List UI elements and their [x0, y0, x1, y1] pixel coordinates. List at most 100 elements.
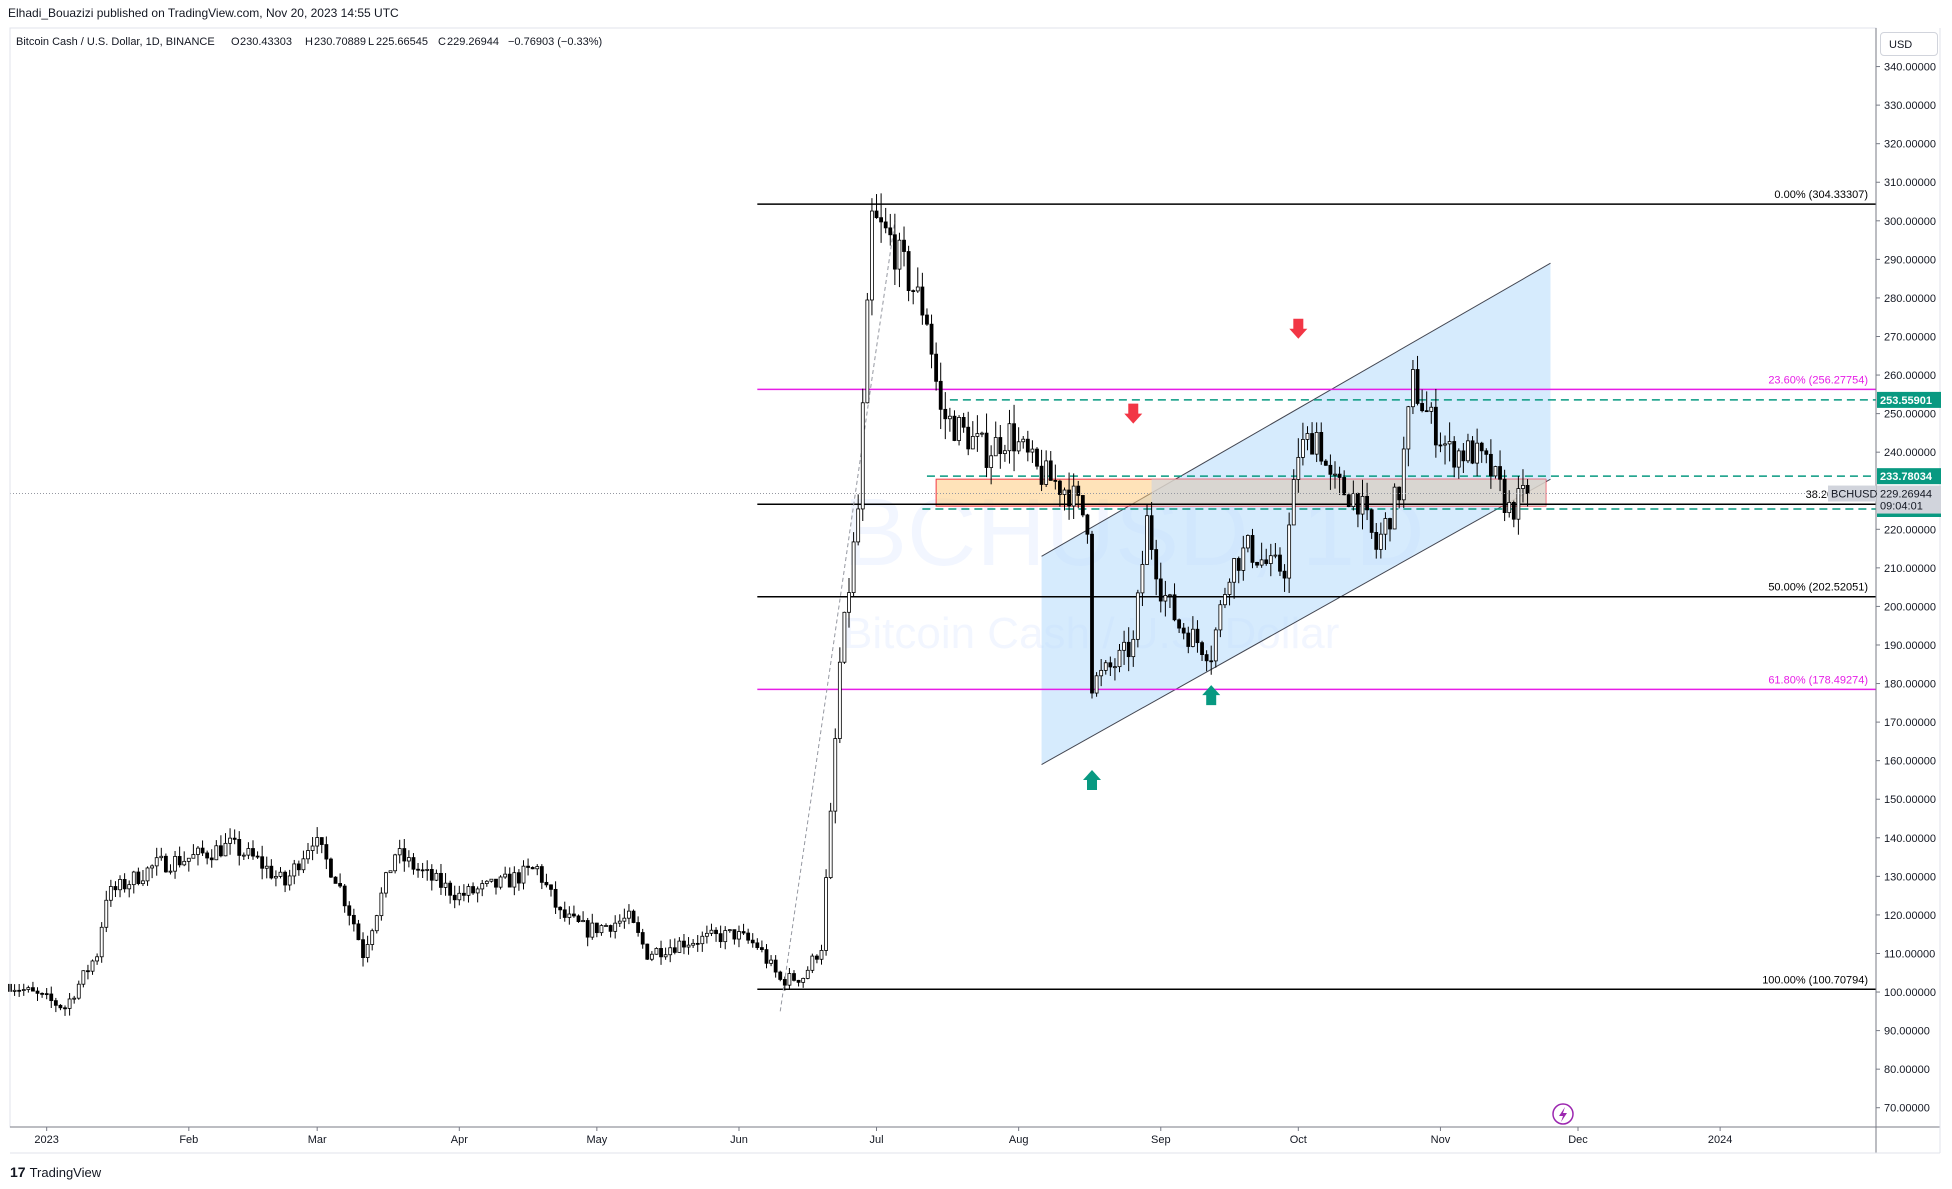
candle-body — [1117, 649, 1122, 668]
arrow-up-icon[interactable] — [1083, 769, 1102, 790]
candle-body — [649, 953, 654, 960]
channel-upper-line[interactable] — [1041, 262, 1551, 557]
candle-body — [241, 854, 246, 857]
candle-body — [1438, 444, 1443, 447]
fib-level-label: 100.00% (100.70794) — [1762, 974, 1868, 986]
candle-body — [1511, 501, 1516, 520]
candle-body — [53, 1000, 58, 1006]
candle-body — [1122, 641, 1126, 651]
candle-body — [1053, 480, 1058, 482]
candle-body — [86, 970, 90, 973]
arrow-down-icon[interactable] — [1289, 318, 1308, 339]
candle-body — [489, 878, 494, 882]
candle-body — [214, 845, 219, 861]
candle-body — [833, 738, 838, 812]
candle-body — [1365, 495, 1369, 511]
candle-body — [860, 402, 865, 510]
currency-selector[interactable]: USD — [1880, 32, 1938, 56]
candle-body — [1484, 450, 1489, 455]
candle-body — [993, 437, 998, 457]
candle-body — [72, 997, 77, 1000]
candle-body — [292, 863, 297, 877]
candle-body — [402, 848, 407, 862]
price-tick-label: 200.00000 — [1884, 601, 1936, 613]
ticker-badge — [1828, 485, 1876, 502]
candle-body — [503, 873, 508, 878]
candle-body — [319, 837, 324, 845]
candle-body — [191, 854, 196, 859]
candle-body — [1099, 669, 1104, 677]
fib-trend-dashed-line[interactable] — [779, 220, 896, 1012]
candle-body — [1424, 410, 1429, 413]
candle-body — [750, 939, 755, 944]
candle-body — [975, 433, 980, 437]
time-tick-label: Apr — [451, 1134, 468, 1146]
candle-body — [287, 875, 292, 886]
legend-close-value: 229.26944 — [447, 36, 499, 48]
arrow-up-icon[interactable] — [1202, 685, 1221, 706]
candle-body — [1333, 473, 1337, 476]
candle-body — [150, 865, 155, 869]
channel-lower-line[interactable] — [1041, 478, 1551, 765]
candle-body — [562, 909, 567, 918]
candle-body — [897, 239, 902, 270]
candle-body — [1314, 431, 1319, 455]
price-tick-label: 340.00000 — [1884, 62, 1936, 74]
candle-body — [1447, 441, 1452, 445]
candle-body — [782, 979, 787, 986]
price-tick-label: 90.00000 — [1884, 1026, 1930, 1038]
axes: 340.00000 330.00000 320.00000 310.00000 300.… — [9, 27, 1941, 1154]
candle-body — [617, 920, 622, 924]
candle-body — [1525, 485, 1530, 494]
candle-body — [732, 929, 737, 940]
fib-level-label: 23.60% (256.27754) — [1768, 374, 1868, 386]
candle-body — [1337, 473, 1342, 478]
candle-body — [1268, 555, 1273, 564]
candle-body — [764, 949, 769, 964]
price-tick-label: 280.00000 — [1884, 293, 1936, 305]
candle-body — [379, 892, 384, 917]
candle-body — [1392, 486, 1397, 530]
candle-body — [1067, 489, 1071, 507]
candle-body — [1287, 524, 1292, 579]
candle-body — [420, 869, 425, 872]
bolt-icon[interactable] — [1552, 1103, 1574, 1125]
candle-body — [828, 810, 833, 879]
candle-body — [67, 998, 72, 1009]
candle-body — [1195, 628, 1200, 644]
candle-body — [700, 935, 705, 945]
price-badge-label: 253.55901 — [1880, 395, 1932, 407]
time-tick-label: Aug — [1009, 1134, 1029, 1146]
candle-body — [1406, 406, 1411, 450]
candle-body — [127, 884, 132, 890]
candle-body — [966, 426, 971, 450]
candle-body — [498, 876, 503, 888]
candle-body — [439, 872, 443, 888]
candle-body — [810, 955, 815, 971]
candle-body — [686, 944, 691, 948]
arrow-down-icon[interactable] — [1124, 403, 1143, 424]
candle-body — [1452, 441, 1457, 468]
time-tick-label: Feb — [179, 1134, 198, 1146]
time-tick-label: Oct — [1290, 1134, 1307, 1146]
candle-body — [434, 872, 439, 881]
candle-body — [411, 857, 416, 870]
parallel-channel-fill[interactable] — [1041, 263, 1551, 765]
plot-area[interactable]: BCHUSD, 1DBitcoin Cash / U.S. Dollar0.00… — [8, 189, 1877, 1016]
price-tick-label: 180.00000 — [1884, 679, 1936, 691]
ohlc-legend: Bitcoin Cash / U.S. Dollar, 1D, BINANCE … — [16, 36, 602, 48]
candle-body — [604, 925, 608, 927]
tradingview-logo-icon: 17 — [10, 1164, 26, 1180]
fib-level-label: 61.80% (178.49274) — [1768, 674, 1868, 686]
candle-body — [883, 221, 888, 229]
candle-body — [374, 915, 379, 932]
candle-body — [1301, 439, 1305, 458]
candle-body — [741, 931, 746, 934]
candle-body — [397, 848, 402, 856]
candle-body — [980, 432, 984, 435]
candle-body — [475, 888, 480, 894]
candle-body — [714, 929, 718, 935]
candle-body — [672, 947, 677, 953]
price-tick-label: 160.00000 — [1884, 756, 1936, 768]
